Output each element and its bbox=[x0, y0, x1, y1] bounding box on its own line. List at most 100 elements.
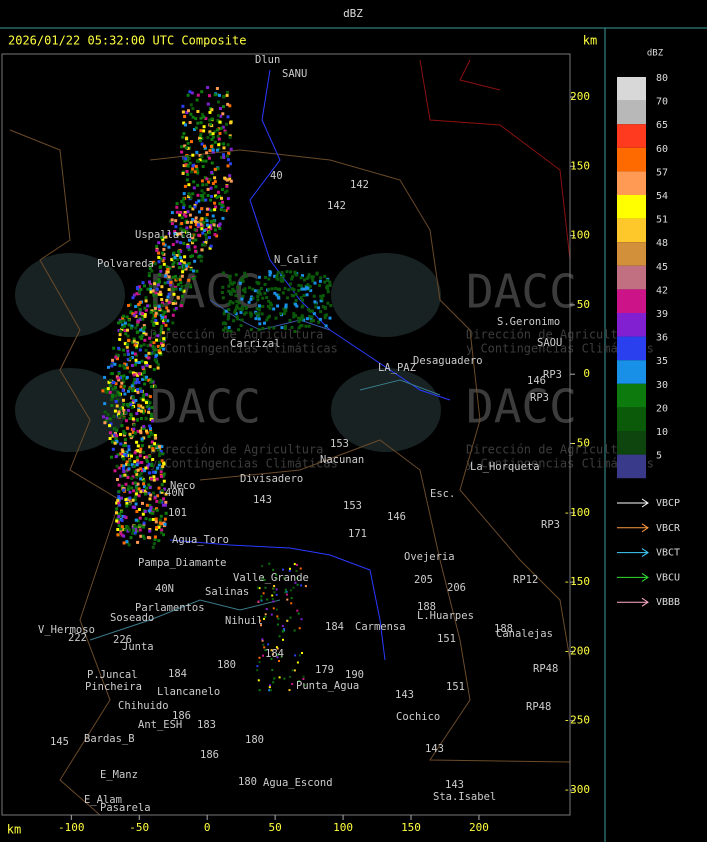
echo-pixel bbox=[229, 281, 233, 285]
echo-pixel bbox=[186, 173, 190, 176]
echo-pixel bbox=[181, 270, 185, 274]
echo-pixel bbox=[277, 617, 280, 620]
echo-pixel bbox=[191, 192, 195, 196]
echo-pixel bbox=[174, 287, 178, 291]
echo-pixel bbox=[301, 298, 304, 302]
echo-pixel bbox=[207, 156, 211, 160]
echo-pixel bbox=[229, 121, 233, 125]
echo-pixel bbox=[150, 406, 154, 409]
echo-pixel bbox=[173, 256, 177, 259]
echo-pixel bbox=[294, 292, 298, 296]
echo-pixel bbox=[134, 363, 137, 367]
echo-pixel bbox=[148, 445, 152, 449]
echo-pixel bbox=[258, 656, 261, 659]
place-label: Nihuil bbox=[225, 615, 263, 627]
echo-pixel bbox=[258, 661, 261, 664]
echo-pixel bbox=[213, 176, 217, 180]
y-tick-label: 200 bbox=[570, 90, 590, 103]
echo-pixel bbox=[138, 473, 142, 477]
echo-pixel bbox=[208, 246, 212, 250]
echo-pixel bbox=[319, 299, 323, 303]
echo-pixel bbox=[114, 355, 118, 359]
echo-pixel bbox=[112, 414, 116, 418]
echo-pixel bbox=[290, 277, 294, 281]
y-tick-label: -300 bbox=[564, 783, 591, 796]
echo-pixel bbox=[141, 377, 145, 381]
echo-pixel bbox=[170, 218, 174, 222]
echo-pixel bbox=[142, 479, 146, 483]
echo-pixel bbox=[139, 467, 143, 471]
echo-pixel bbox=[256, 314, 260, 317]
echo-pixel bbox=[139, 328, 143, 332]
echo-pixel bbox=[284, 591, 287, 594]
echo-pixel bbox=[157, 277, 161, 281]
echo-pixel bbox=[211, 132, 215, 136]
echo-pixel bbox=[124, 332, 128, 336]
echo-pixel bbox=[215, 87, 219, 90]
echo-pixel bbox=[132, 373, 136, 377]
echo-pixel bbox=[152, 475, 156, 479]
echo-pixel bbox=[116, 376, 120, 380]
echo-pixel bbox=[144, 299, 148, 303]
echo-pixel bbox=[194, 117, 198, 121]
echo-pixel bbox=[131, 481, 135, 485]
echo-pixel bbox=[115, 464, 119, 468]
echo-pixel bbox=[272, 607, 275, 610]
echo-pixel bbox=[115, 511, 118, 515]
echo-pixel bbox=[126, 476, 130, 479]
echo-pixel bbox=[117, 372, 121, 375]
echo-pixel bbox=[117, 483, 121, 487]
echo-pixel bbox=[122, 314, 126, 318]
echo-pixel bbox=[148, 518, 152, 522]
echo-pixel bbox=[206, 155, 210, 158]
echo-pixel bbox=[107, 365, 110, 369]
echo-pixel bbox=[320, 297, 324, 301]
echo-pixel bbox=[243, 287, 247, 291]
echo-pixel bbox=[182, 228, 186, 232]
echo-pixel bbox=[140, 461, 144, 464]
echo-pixel bbox=[164, 511, 168, 515]
radar-name: VBCP bbox=[656, 498, 680, 509]
echo-pixel bbox=[128, 303, 132, 307]
echo-pixel bbox=[291, 669, 294, 672]
echo-pixel bbox=[189, 196, 193, 200]
echo-pixel bbox=[188, 213, 192, 217]
echo-pixel bbox=[191, 153, 195, 157]
echo-pixel bbox=[130, 364, 134, 367]
echo-pixel bbox=[220, 203, 224, 207]
echo-pixel bbox=[180, 294, 184, 298]
echo-pixel bbox=[208, 130, 212, 134]
echo-pixel bbox=[224, 131, 228, 135]
echo-pixel bbox=[147, 356, 151, 360]
echo-pixel bbox=[177, 253, 181, 257]
echo-pixel bbox=[134, 495, 137, 498]
echo-pixel bbox=[115, 353, 119, 357]
echo-pixel bbox=[104, 389, 108, 393]
echo-pixel bbox=[298, 654, 301, 657]
echo-pixel bbox=[328, 316, 332, 320]
echo-pixel bbox=[123, 392, 127, 396]
echo-pixel bbox=[278, 676, 281, 679]
place-label: E_Manz bbox=[100, 769, 138, 781]
echo-pixel bbox=[119, 442, 123, 446]
echo-pixel bbox=[271, 669, 274, 671]
echo-pixel bbox=[254, 317, 258, 321]
echo-pixel bbox=[175, 240, 179, 244]
echo-pixel bbox=[222, 146, 226, 150]
echo-pixel bbox=[220, 291, 224, 294]
echo-pixel bbox=[226, 164, 230, 168]
echo-pixel bbox=[182, 192, 186, 196]
echo-pixel bbox=[214, 205, 218, 209]
echo-pixel bbox=[131, 389, 135, 393]
echo-pixel bbox=[233, 309, 237, 312]
echo-pixel bbox=[196, 183, 200, 187]
echo-pixel bbox=[305, 276, 309, 280]
echo-pixel bbox=[158, 290, 162, 294]
echo-pixel bbox=[182, 132, 186, 136]
place-label: 40N bbox=[165, 487, 184, 499]
echo-pixel bbox=[147, 304, 151, 308]
echo-pixel bbox=[161, 251, 164, 255]
echo-pixel bbox=[145, 405, 149, 409]
echo-pixel bbox=[160, 330, 163, 334]
echo-pixel bbox=[303, 287, 307, 291]
